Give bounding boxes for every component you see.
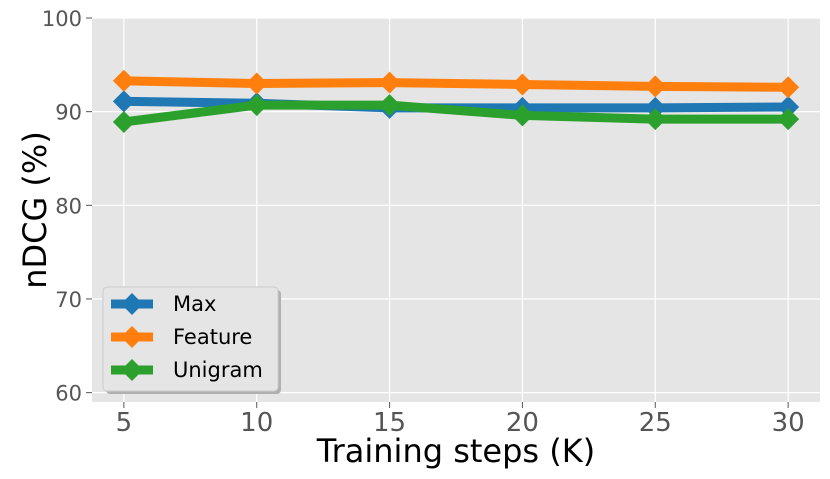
x-tick-label: 15 <box>373 408 406 438</box>
y-tick-label: 80 <box>55 194 82 218</box>
data-point-unigram <box>777 108 800 131</box>
x-tick-label: 5 <box>116 408 133 438</box>
x-tick-label: 25 <box>639 408 672 438</box>
x-axis-ticks: 5 10 15 20 25 30 <box>116 402 805 438</box>
legend-marker <box>121 293 143 315</box>
y-tick-label: 100 <box>42 7 82 31</box>
legend-entry-max: Max <box>111 292 216 316</box>
x-axis-title: Training steps (K) <box>316 432 595 470</box>
legend-entry-feature: Feature <box>111 325 252 349</box>
legend: Max Feature Unigram <box>102 286 281 394</box>
data-point-feature <box>112 69 135 92</box>
data-point-unigram <box>112 110 135 133</box>
series-feature <box>112 69 800 99</box>
y-axis-title: nDCG (%) <box>16 131 54 289</box>
legend-label: Unigram <box>173 358 263 382</box>
data-point-feature <box>511 73 534 96</box>
data-point-feature <box>644 75 667 98</box>
x-tick-label: 30 <box>772 408 805 438</box>
y-tick-label: 90 <box>55 101 82 125</box>
legend-label: Feature <box>173 325 252 349</box>
series-unigram <box>112 94 800 133</box>
x-tick-label: 10 <box>240 408 273 438</box>
series-layer <box>112 69 800 133</box>
y-tick-label: 60 <box>55 382 82 406</box>
legend-entry-unigram: Unigram <box>111 358 263 382</box>
legend-box <box>102 286 279 392</box>
legend-marker <box>121 326 143 348</box>
series-line-unigram <box>119 100 793 127</box>
data-point-max <box>112 90 135 113</box>
data-point-unigram <box>644 108 667 131</box>
data-point-feature <box>378 71 401 94</box>
legend-label: Max <box>173 292 216 316</box>
data-point-max <box>777 95 800 118</box>
data-point-max <box>644 96 667 119</box>
y-axis-ticks: 60 70 80 90 100 <box>42 7 92 406</box>
series-line-feature <box>119 76 793 92</box>
data-point-feature <box>245 72 268 95</box>
data-point-unigram <box>511 104 534 127</box>
x-tick-label: 20 <box>506 408 539 438</box>
data-point-unigram <box>378 94 401 117</box>
data-point-unigram <box>245 94 268 117</box>
legend-marker <box>121 359 143 381</box>
data-point-feature <box>777 76 800 99</box>
y-tick-label: 70 <box>55 288 82 312</box>
